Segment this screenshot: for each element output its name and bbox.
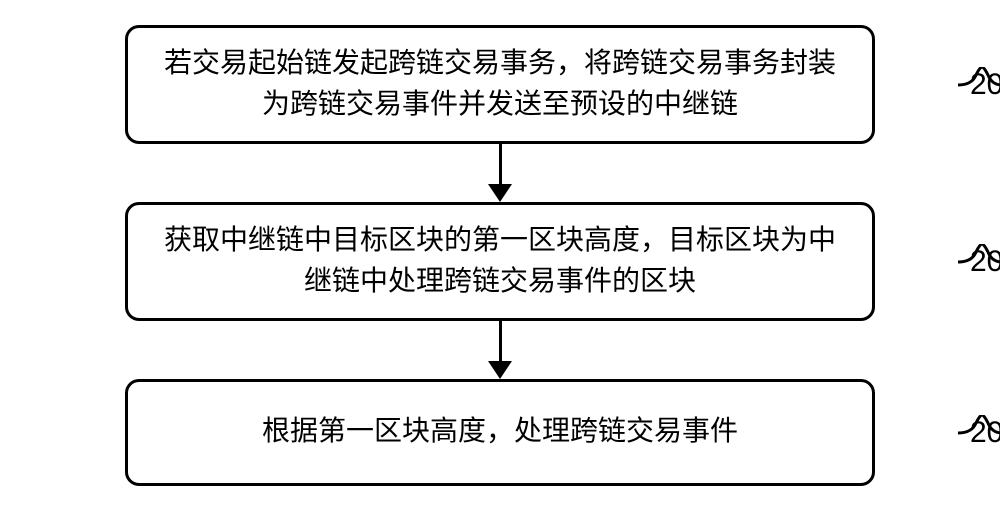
step-text-201: 若交易起始链发起跨链交易事务，将跨链交易事务封装为跨链交易事件并发送至预设的中继…	[164, 48, 836, 120]
arrow-line-1-2	[499, 144, 502, 186]
step-wrapper-202: 获取中继链中目标区块的第一区块高度，目标区块为中继链中处理跨链交易事件的区块 2…	[60, 202, 940, 321]
step-box-202: 获取中继链中目标区块的第一区块高度，目标区块为中继链中处理跨链交易事件的区块	[125, 202, 875, 321]
step-label-203: 203	[970, 416, 1000, 450]
step-wrapper-201: 若交易起始链发起跨链交易事务，将跨链交易事务封装为跨链交易事件并发送至预设的中继…	[60, 25, 940, 144]
arrow-1-2	[60, 144, 940, 202]
arrow-head-2-3	[488, 361, 512, 379]
step-box-203: 根据第一区块高度，处理跨链交易事件	[125, 379, 875, 486]
step-box-201: 若交易起始链发起跨链交易事务，将跨链交易事务封装为跨链交易事件并发送至预设的中继…	[125, 25, 875, 144]
arrow-2-3	[60, 321, 940, 379]
step-label-201: 201	[970, 68, 1000, 102]
arrow-line-2-3	[499, 321, 502, 363]
step-wrapper-203: 根据第一区块高度，处理跨链交易事件 203	[60, 379, 940, 486]
flowchart-container: 若交易起始链发起跨链交易事务，将跨链交易事务封装为跨链交易事件并发送至预设的中继…	[60, 25, 940, 486]
step-label-202: 202	[970, 245, 1000, 279]
arrow-head-1-2	[488, 184, 512, 202]
step-text-202: 获取中继链中目标区块的第一区块高度，目标区块为中继链中处理跨链交易事件的区块	[164, 225, 836, 297]
step-text-203: 根据第一区块高度，处理跨链交易事件	[262, 416, 738, 447]
